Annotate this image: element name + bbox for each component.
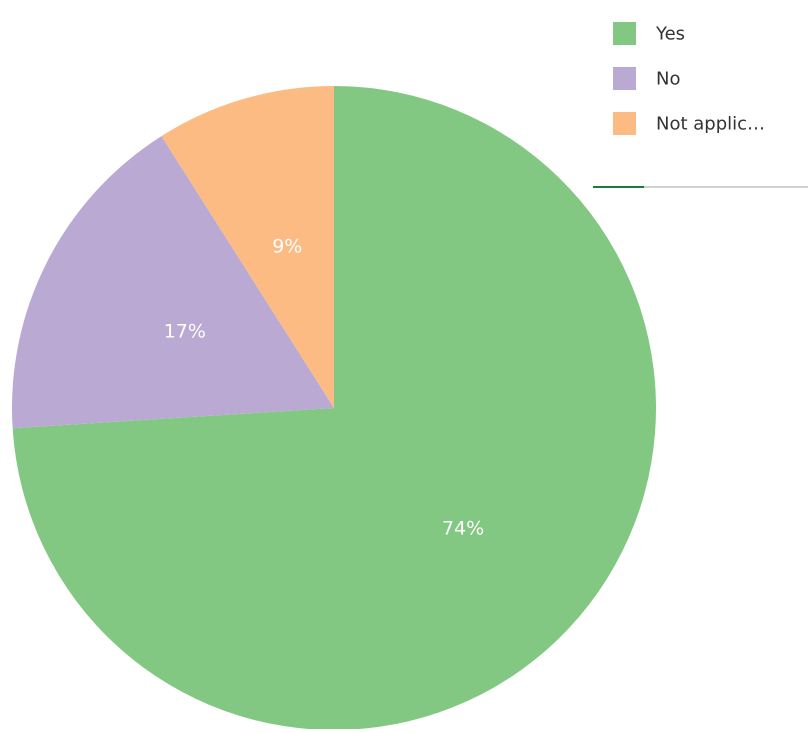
pie-slice-yes[interactable] bbox=[12, 86, 657, 730]
legend-item-yes[interactable]: Yes bbox=[613, 22, 685, 45]
data-label-no: 17% bbox=[164, 320, 206, 342]
legend-item-no[interactable]: No bbox=[613, 67, 680, 90]
data-label-yes: 74% bbox=[442, 518, 484, 540]
legend-label-no: No bbox=[656, 69, 680, 90]
legend-label-yes: Yes bbox=[655, 24, 685, 45]
legend-label-not-applicable: Not applic… bbox=[656, 114, 765, 135]
pie-slice-no[interactable] bbox=[11, 136, 334, 429]
legend-swatch-not-applicable bbox=[613, 112, 636, 135]
legend-swatch-yes bbox=[613, 22, 636, 45]
pie-slice-not-applicable[interactable] bbox=[161, 86, 334, 408]
legend-swatch-no bbox=[613, 67, 636, 90]
data-label-not-applicable: 9% bbox=[272, 236, 302, 258]
pie-slices bbox=[11, 86, 657, 730]
legend-item-not-applicable[interactable]: Not applic… bbox=[613, 112, 765, 135]
legend: Yes No Not applic… bbox=[593, 22, 808, 188]
pie-data-labels: 74% 17% 9% bbox=[164, 236, 485, 540]
